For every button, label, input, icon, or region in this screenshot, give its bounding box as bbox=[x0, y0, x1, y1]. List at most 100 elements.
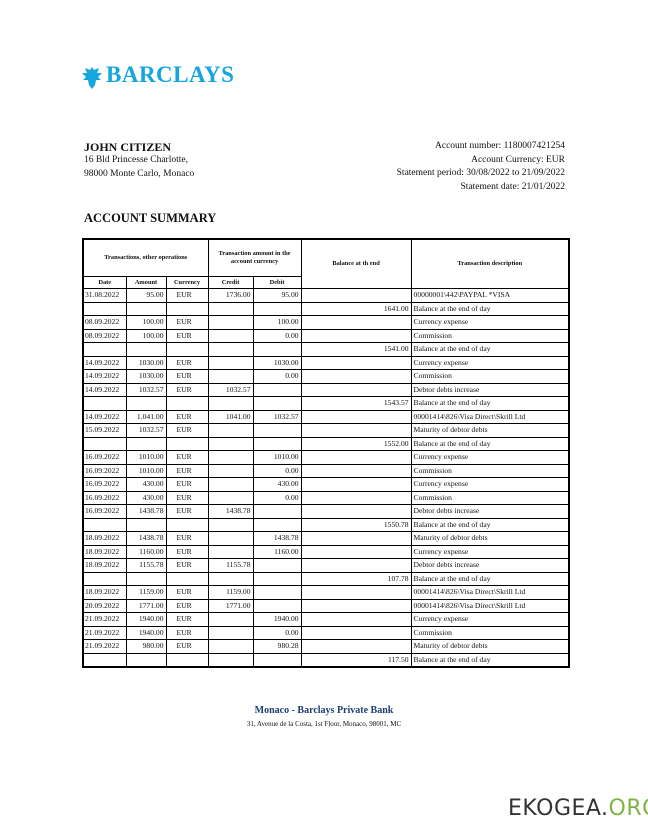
table-cell bbox=[252, 558, 302, 573]
table-cell bbox=[125, 571, 167, 586]
summary-table: Transactions, other operations Transacti… bbox=[82, 238, 571, 668]
table-row: 16.09.2022 1010.00 EUR 1010.00 Currency expe… bbox=[82, 450, 570, 465]
table-row: 16.09.2022 430.00 EUR 430.00 Currency expens… bbox=[82, 477, 570, 492]
table-cell: Currency expense bbox=[410, 477, 570, 492]
table-cell: EUR bbox=[165, 531, 209, 546]
table-cell: Balance at the end of day bbox=[410, 436, 570, 451]
table-cell: Balance at the end of day bbox=[410, 652, 570, 668]
table-cell: 1771.00 bbox=[207, 598, 254, 613]
table-cell: 1438.78 bbox=[252, 531, 302, 546]
table-row: 1543.57 Balance at the end of day bbox=[82, 396, 570, 411]
table-cell: 1030.00 bbox=[125, 355, 167, 370]
table-row: 16.09.2022 1438.78 EUR 1438.78 Debtor debts … bbox=[82, 504, 570, 519]
logo-eagle bbox=[82, 67, 102, 89]
table-cell: 21.09.2022 bbox=[82, 625, 127, 640]
table-cell: EUR bbox=[165, 328, 209, 343]
table-cell bbox=[300, 639, 412, 654]
table-cell: 107.78 bbox=[300, 571, 412, 586]
table-cell bbox=[207, 328, 254, 343]
table-cell: 21.09.2022 bbox=[82, 639, 127, 654]
table-cell: 100.00 bbox=[125, 315, 167, 330]
table-cell: 16.09.2022 bbox=[82, 450, 127, 465]
table-cell bbox=[300, 544, 412, 559]
table-cell bbox=[82, 342, 127, 357]
table-cell: 16.09.2022 bbox=[82, 490, 127, 505]
table-row: 18.09.2022 1438.78 EUR 1438.78 Maturity of d… bbox=[82, 531, 570, 546]
table-cell: Currency expense bbox=[410, 315, 570, 330]
table-cell: 1030.00 bbox=[125, 369, 167, 384]
table-cell bbox=[300, 598, 412, 613]
table-cell bbox=[207, 423, 254, 438]
table-cell bbox=[125, 301, 167, 316]
watermark-accent: ORG bbox=[608, 796, 648, 821]
table-cell bbox=[125, 342, 167, 357]
table-cell: 1438.78 bbox=[125, 504, 167, 519]
table-cell: Commission bbox=[410, 490, 570, 505]
table-cell: 1940.00 bbox=[252, 612, 302, 627]
table-cell: Debtor debts increase bbox=[410, 558, 570, 573]
table-cell: 1160.00 bbox=[125, 544, 167, 559]
footer-address: 31, Avenue de la Costa, 1st Floor, Monac… bbox=[246, 720, 402, 728]
table-cell bbox=[252, 436, 302, 451]
table-cell bbox=[300, 463, 412, 478]
table-cell: Debtor debts increase bbox=[410, 382, 570, 397]
table-cell: EUR bbox=[165, 490, 209, 505]
table-cell bbox=[207, 315, 254, 330]
table-cell: 95.00 bbox=[252, 288, 302, 303]
table-cell: 1010.00 bbox=[252, 450, 302, 465]
table-cell bbox=[300, 369, 412, 384]
table-row: 16.09.2022 1010.00 EUR 0.00 Commission bbox=[82, 463, 570, 478]
table-cell: 1771.00 bbox=[125, 598, 167, 613]
table-cell: 1550.78 bbox=[300, 517, 412, 532]
group-header: Transaction amount in the account curren… bbox=[207, 238, 302, 277]
table-cell bbox=[82, 301, 127, 316]
table-cell: 16.09.2022 bbox=[82, 463, 127, 478]
table-cell: 0.00 bbox=[252, 369, 302, 384]
table-cell: 100.00 bbox=[125, 328, 167, 343]
table-cell: EUR bbox=[165, 585, 209, 600]
table-row: 1641.00 Balance at the end of day bbox=[82, 301, 570, 316]
table-cell bbox=[300, 504, 412, 519]
group-header: Transactions, other operations bbox=[82, 238, 209, 277]
table-cell bbox=[300, 477, 412, 492]
table-cell: EUR bbox=[165, 369, 209, 384]
table-row: 16.09.2022 430.00 EUR 0.00 Commission bbox=[82, 490, 570, 505]
table-row: 31.08.2022 95.00 EUR 1736.00 95.00 00000001\4… bbox=[82, 288, 570, 303]
table-cell: EUR bbox=[165, 504, 209, 519]
table-cell: 00000001\442\PAYPAL *VISA bbox=[410, 288, 570, 303]
table-row: 08.09.2022 100.00 EUR 100.00 Currency expens… bbox=[82, 315, 570, 330]
table-cell bbox=[125, 517, 167, 532]
customer-address: 16 Bld Princesse Charlotte, 98000 Monte … bbox=[84, 154, 194, 181]
table-cell bbox=[252, 396, 302, 411]
table-cell: 0.00 bbox=[252, 463, 302, 478]
table-cell bbox=[252, 423, 302, 438]
table-cell bbox=[165, 517, 209, 532]
table-cell bbox=[252, 517, 302, 532]
table-cell: Currency expense bbox=[410, 612, 570, 627]
table-cell: 1155.78 bbox=[207, 558, 254, 573]
table-cell: 00001414\826\Visa Direct\Skrill Ltd bbox=[410, 585, 570, 600]
table-cell: EUR bbox=[165, 477, 209, 492]
table-cell: 15.09.2022 bbox=[82, 423, 127, 438]
table-cell bbox=[252, 301, 302, 316]
table-row: 1552.00 Balance at the end of day bbox=[82, 436, 570, 451]
table-cell: EUR bbox=[165, 409, 209, 424]
table-cell: Commission bbox=[410, 625, 570, 640]
table-cell: 1541.00 bbox=[300, 342, 412, 357]
table-cell: Commission bbox=[410, 369, 570, 384]
table-cell: Maturity of debtor debts bbox=[410, 423, 570, 438]
table-cell: Balance at the end of day bbox=[410, 517, 570, 532]
group-header: Balance at th end bbox=[300, 238, 412, 289]
table-cell: Commission bbox=[410, 463, 570, 478]
table-cell: Balance at the end of day bbox=[410, 301, 570, 316]
account-line: Statement date: 21/01/2022 bbox=[460, 181, 565, 192]
table-cell: 1010.00 bbox=[125, 450, 167, 465]
table-cell: 00001414\826\Visa Direct\Skrill Ltd bbox=[410, 409, 570, 424]
group-header-row: Transactions, other operations Transacti… bbox=[82, 238, 570, 289]
table-cell: 1032.57 bbox=[125, 423, 167, 438]
table-cell: Balance at the end of day bbox=[410, 396, 570, 411]
table-cell bbox=[252, 598, 302, 613]
table-cell: Balance at the end of day bbox=[410, 571, 570, 586]
table-cell: 1032.57 bbox=[207, 382, 254, 397]
